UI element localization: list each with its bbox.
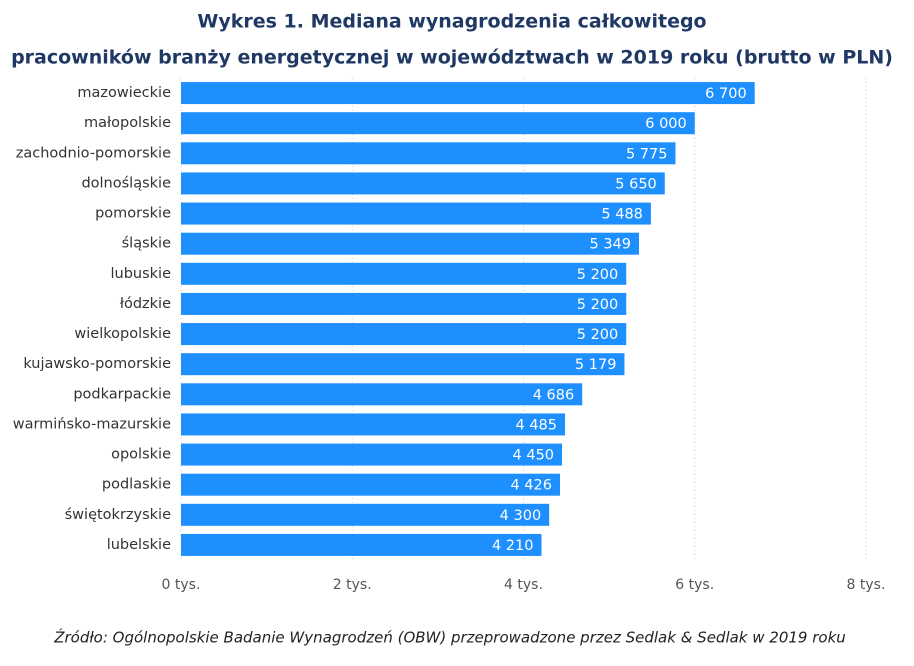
y-tick-label: kujawsko-pomorskie [23, 356, 171, 372]
bar [181, 142, 676, 165]
value-label: 4 426 [510, 478, 552, 494]
y-tick-label: podlaskie [102, 477, 171, 493]
y-tick-label: podkarpackie [73, 386, 171, 402]
y-tick-label: pomorskie [95, 206, 171, 222]
chart-title: pracowników branży energetycznej w wojew… [11, 47, 893, 69]
y-tick-label: lubuskie [110, 266, 171, 282]
value-label: 4 485 [516, 417, 558, 433]
value-label: 4 450 [513, 448, 555, 464]
bar [181, 232, 640, 255]
y-tick-label: opolskie [111, 447, 171, 463]
bar [181, 503, 550, 526]
y-tick-label: mazowieckie [77, 85, 171, 101]
value-label: 5 200 [577, 297, 619, 313]
chart-title: Wykres 1. Mediana wynagrodzenia całkowit… [197, 11, 706, 33]
value-label: 6 000 [645, 116, 687, 132]
value-label: 5 488 [601, 207, 643, 223]
value-label: 4 300 [500, 508, 542, 524]
value-label: 5 200 [577, 267, 619, 283]
y-tick-label: śląskie [122, 236, 171, 252]
x-tick-label: 6 tys. [675, 577, 714, 593]
x-tick-label: 2 tys. [333, 577, 372, 593]
bar [181, 112, 695, 135]
value-label: 5 775 [626, 146, 668, 162]
x-tick-label: 0 tys. [162, 577, 201, 593]
source: Źródło: Ogólnopolskie Badanie Wynagrodze… [53, 628, 846, 647]
bar [181, 202, 651, 225]
bar [181, 172, 665, 195]
bar [181, 292, 627, 315]
value-label: 4 210 [492, 538, 534, 554]
y-tick-label: łódzkie [120, 296, 171, 312]
value-label: 5 179 [575, 357, 617, 373]
value-label: 6 700 [705, 86, 747, 102]
y-tick-label: dolnośląskie [81, 175, 171, 191]
bar [181, 82, 755, 105]
bar [181, 353, 625, 376]
y-tick-label: świętokrzyskie [65, 507, 171, 523]
bar [181, 323, 627, 346]
x-tick-label: 8 tys. [847, 577, 886, 593]
y-tick-label: zachodnio-pomorskie [16, 145, 171, 161]
value-label: 5 650 [615, 176, 657, 192]
bar [181, 383, 583, 406]
bar [181, 533, 542, 556]
value-label: 5 200 [577, 327, 619, 343]
x-tick-label: 4 tys. [504, 577, 543, 593]
y-tick-label: małopolskie [84, 115, 171, 131]
bar [181, 443, 563, 466]
value-label: 5 349 [589, 237, 631, 253]
y-tick-label: wielkopolskie [74, 326, 171, 342]
bar [181, 473, 560, 496]
bar [181, 262, 627, 285]
value-label: 4 686 [533, 387, 575, 403]
y-tick-label: lubelskie [107, 537, 171, 553]
bar [181, 413, 566, 436]
y-tick-label: warmińsko-mazurskie [13, 416, 171, 432]
